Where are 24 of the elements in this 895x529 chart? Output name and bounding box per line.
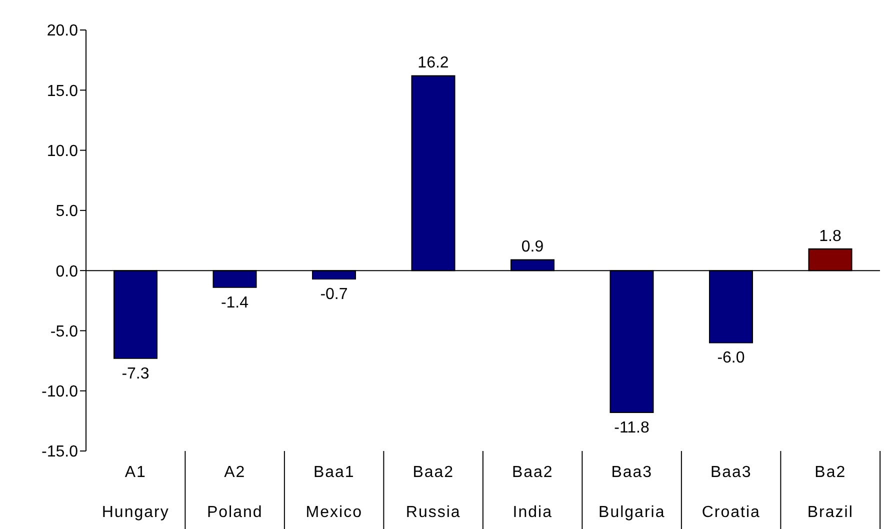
data-label: 0.9 — [521, 238, 544, 256]
y-tick-label: 20.0 — [46, 22, 78, 40]
data-label: -7.3 — [122, 365, 150, 382]
y-tick-label: 5.0 — [56, 203, 78, 220]
data-label: -6.0 — [717, 350, 745, 367]
category-label: Ba2 Brazil — [807, 464, 854, 521]
data-label: -1.4 — [220, 294, 249, 312]
y-tick-label: 15.0 — [46, 82, 78, 100]
y-tick-label: 10.0 — [46, 142, 78, 160]
category-label: Baa3 Bulgaria — [598, 464, 666, 521]
data-label: -11.8 — [614, 420, 650, 437]
y-tick-label: -15.0 — [42, 444, 78, 461]
y-tick-label: -5.0 — [50, 323, 78, 340]
data-label: -0.7 — [320, 286, 348, 303]
category-label: Baa2 India — [512, 464, 554, 521]
y-tick-label: -10.0 — [42, 384, 78, 401]
data-label: 1.8 — [819, 228, 842, 245]
category-label: A2 Poland — [206, 464, 263, 521]
category-label: Baa3 Croatia — [702, 464, 760, 521]
data-label: 16.2 — [418, 54, 449, 72]
category-label: Baa2 Russia — [406, 464, 461, 521]
y-tick-label: 0.0 — [56, 263, 78, 280]
category-label: A1 Hungary — [102, 464, 170, 521]
category-label: Baa1 Mexico — [306, 464, 362, 521]
